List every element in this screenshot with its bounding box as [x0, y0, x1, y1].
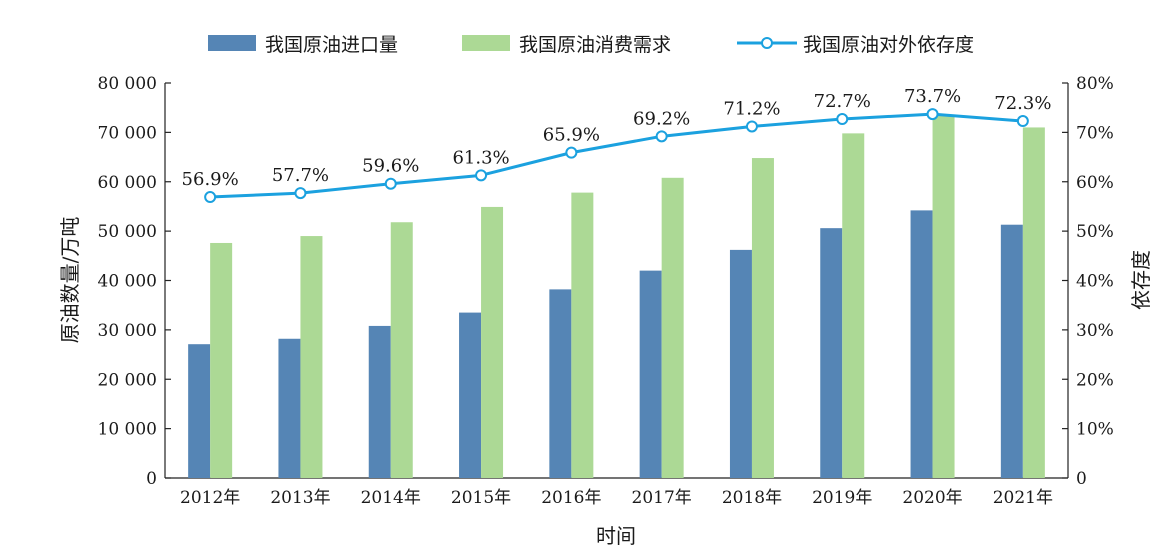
dependence-point	[745, 120, 758, 133]
legend-marker-dependence	[761, 37, 773, 49]
legend-label-imports: 我国原油进口量	[265, 34, 398, 56]
bar-imports	[368, 325, 391, 478]
y-right-tick-label: 30%	[1076, 321, 1114, 341]
y-left-tick-label: 70 000	[98, 123, 157, 143]
dependence-data-label: 72.3%	[994, 93, 1051, 114]
dependence-point	[655, 130, 668, 143]
x-tick-label: 2013年	[270, 488, 330, 508]
bar-consumption	[210, 242, 233, 478]
legend-swatch-consumption	[462, 35, 510, 51]
dependence-data-label: 59.6%	[362, 156, 419, 177]
x-tick-label: 2015年	[451, 488, 511, 508]
y-left-tick-label: 0	[146, 469, 157, 489]
dependence-line-path	[210, 112, 1023, 199]
bar-imports	[188, 344, 211, 478]
dependence-point	[836, 113, 849, 126]
x-tick-label: 2021年	[993, 488, 1053, 508]
bar-consumption	[300, 236, 323, 478]
y-left-tick-label: 30 000	[98, 321, 157, 341]
bar-consumption	[661, 177, 684, 479]
dependence-line: 56.9% 57.7% 59.6% 61.3% 65.9% 69.2% 71.2% 72.7%…	[182, 86, 1051, 204]
x-tick-label: 2012年	[180, 488, 240, 508]
bar-consumption	[1022, 127, 1045, 478]
x-tick-label: 2018年	[722, 488, 782, 508]
dependence-data-label: 61.3%	[452, 147, 509, 168]
bar-imports	[639, 270, 662, 478]
dependence-data-label: 69.2%	[633, 108, 690, 129]
y-right-tick-label: 80%	[1076, 74, 1114, 94]
legend: 我国原油进口量 我国原油消费需求 我国原油对外依存度	[208, 34, 974, 56]
y-right-tick-label: 10%	[1076, 420, 1114, 440]
y-axis-left-ticks: 0 10 000 20 000 30 000 40 000 50 000 60 000 70 …	[98, 74, 171, 489]
y-right-tick-label: 50%	[1076, 222, 1114, 242]
dependence-point	[565, 146, 578, 159]
x-axis-title: 时间	[596, 524, 636, 548]
x-tick-label: 2017年	[632, 488, 692, 508]
dependence-data-label: 57.7%	[272, 165, 329, 186]
x-tick-label: 2019年	[812, 488, 872, 508]
y-left-tick-label: 10 000	[98, 420, 157, 440]
bar-consumption	[571, 192, 594, 479]
bar-imports	[459, 312, 482, 478]
dependence-data-label: 71.2%	[723, 98, 780, 119]
x-tick-label: 2016年	[541, 488, 601, 508]
x-axis-labels: 2012年 2013年 2014年 2015年 2016年 2017年 2018年 2019年…	[180, 488, 1053, 508]
y-axis-right-ticks: 0 10% 20% 30% 40% 50% 60% 70% 80%	[1062, 74, 1114, 489]
y-right-tick-label: 0	[1076, 469, 1087, 489]
bar-consumption	[481, 206, 504, 478]
bar-consumption	[842, 133, 865, 479]
dependence-point	[1016, 115, 1029, 128]
bar-imports	[910, 210, 933, 478]
x-tick-label: 2020年	[902, 488, 962, 508]
y-right-tick-label: 60%	[1076, 173, 1114, 193]
legend-label-dependence: 我国原油对外依存度	[803, 34, 974, 56]
y-left-tick-label: 40 000	[98, 272, 157, 292]
y-right-tick-label: 40%	[1076, 272, 1114, 292]
dependence-point	[926, 108, 939, 121]
x-tick-label: 2014年	[361, 488, 421, 508]
dependence-point	[384, 177, 397, 190]
bar-consumption	[390, 222, 413, 478]
y-left-tick-label: 60 000	[98, 173, 157, 193]
bar-consumption	[751, 158, 774, 479]
bar-imports	[549, 289, 572, 478]
dependence-point	[204, 191, 217, 204]
y-left-tick-label: 50 000	[98, 222, 157, 242]
bar-consumption	[932, 114, 955, 478]
y-right-tick-label: 70%	[1076, 123, 1114, 143]
dependence-data-label: 72.7%	[814, 91, 871, 112]
bars	[188, 114, 1045, 479]
dependence-point	[294, 187, 307, 200]
y-axis-left-title: 原油数量/万吨	[58, 217, 82, 344]
dependence-data-label: 56.9%	[182, 169, 239, 190]
legend-label-consumption: 我国原油消费需求	[519, 34, 671, 56]
bar-imports	[820, 228, 843, 478]
bar-imports	[1000, 224, 1023, 478]
bar-imports	[278, 338, 301, 478]
y-axis-right-title: 依存度	[1129, 250, 1153, 310]
legend-swatch-imports	[208, 35, 256, 51]
y-left-tick-label: 20 000	[98, 370, 157, 390]
y-left-tick-label: 80 000	[98, 74, 157, 94]
dependence-point	[475, 169, 488, 182]
y-right-tick-label: 20%	[1076, 370, 1114, 390]
dependence-data-label: 73.7%	[904, 86, 961, 107]
bar-imports	[729, 249, 752, 478]
dependence-data-label: 65.9%	[543, 125, 600, 146]
